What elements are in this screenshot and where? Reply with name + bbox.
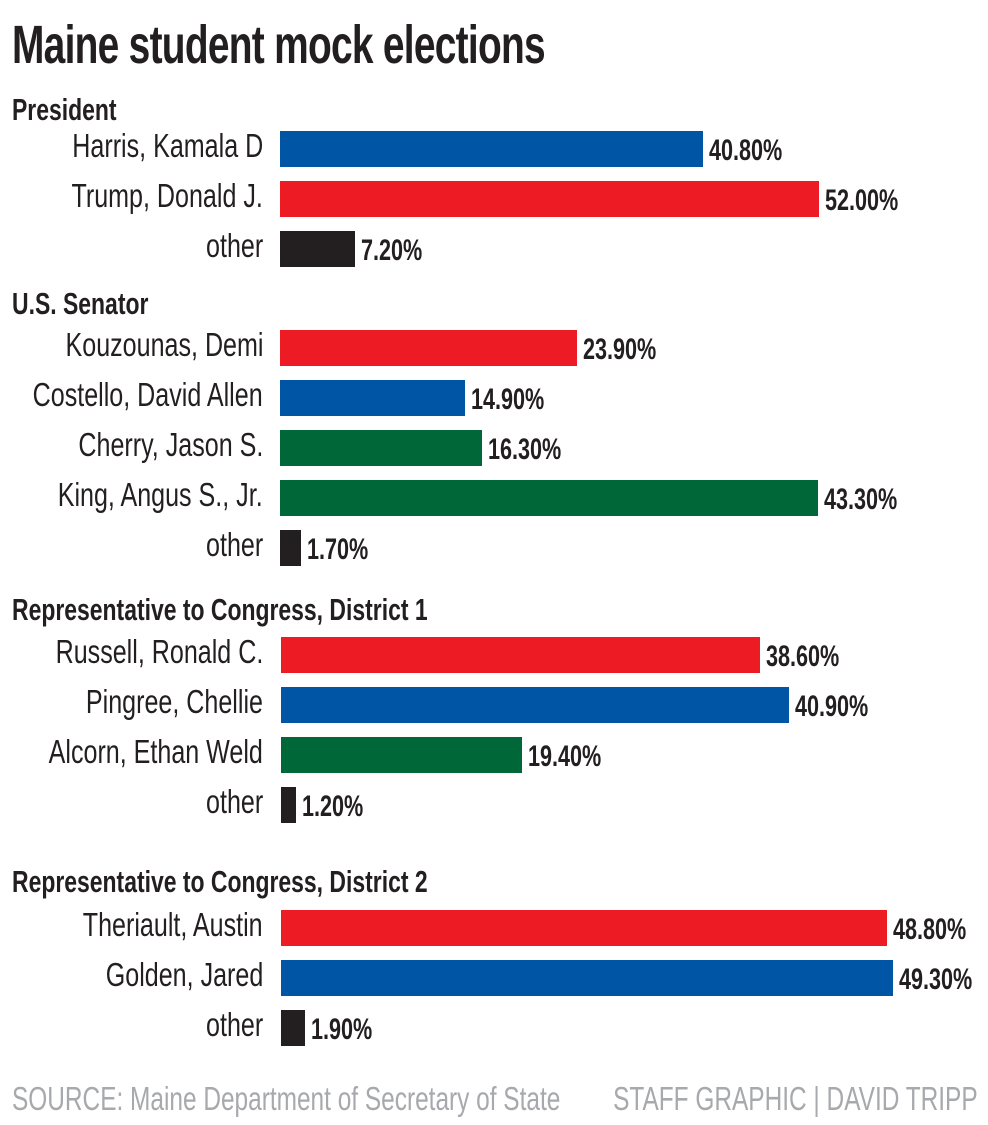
- bar-label: Theriault, Austin: [83, 906, 263, 943]
- bar: [280, 380, 466, 416]
- bar-value-label: 23.90%: [582, 333, 657, 366]
- source-note: SOURCE: Maine Department of Secretary of…: [12, 1080, 561, 1117]
- bar-value-label: 14.90%: [471, 383, 545, 416]
- bar-value-label: 16.30%: [488, 433, 562, 466]
- bar-value-label: 43.30%: [823, 483, 898, 516]
- bar: [280, 330, 577, 366]
- bar-value-label: 40.80%: [709, 134, 783, 167]
- bar-label: other: [205, 783, 263, 820]
- bar-label: Trump, Donald J.: [71, 177, 263, 214]
- bar-label: Russell, Ronald C.: [55, 633, 263, 670]
- bar-label: Harris, Kamala D: [72, 127, 263, 164]
- bar-value-label: 7.20%: [360, 234, 422, 267]
- bar: [281, 687, 789, 723]
- bar-label: King, Angus S., Jr.: [58, 476, 263, 513]
- bar-value-label: 1.70%: [307, 533, 369, 566]
- bar-value-label: 19.40%: [527, 740, 602, 773]
- group-heading: U.S. Senator: [12, 286, 149, 321]
- bar: [281, 787, 296, 823]
- bar-value-label: 40.90%: [794, 690, 869, 723]
- bar: [280, 480, 818, 516]
- bar-label: other: [205, 227, 263, 264]
- bar-value-label: 38.60%: [766, 640, 840, 673]
- bar: [281, 1010, 305, 1046]
- bar-label: Cherry, Jason S.: [78, 426, 263, 463]
- group-heading: President: [12, 92, 117, 127]
- bar-label: Pingree, Chellie: [85, 683, 263, 720]
- bar-label: Kouzounas, Demi: [65, 326, 263, 363]
- bar: [280, 131, 704, 167]
- bar-label: Alcorn, Ethan Weld: [48, 733, 263, 770]
- bar: [280, 181, 820, 217]
- bar: [280, 430, 483, 466]
- bar: [281, 737, 522, 773]
- group-heading: Representative to Congress, District 2: [12, 864, 428, 899]
- bar-value-label: 52.00%: [825, 184, 899, 217]
- bar: [281, 960, 894, 996]
- bar: [281, 910, 888, 946]
- group-heading: Representative to Congress, District 1: [12, 592, 428, 627]
- credit-note: STAFF GRAPHIC | DAVID TRIPP: [613, 1080, 978, 1117]
- bar: [281, 637, 761, 673]
- bar: [280, 530, 302, 566]
- bar-value-label: 1.90%: [310, 1013, 372, 1046]
- bar-label: Costello, David Allen: [32, 376, 263, 413]
- bar-value-label: 1.20%: [301, 790, 364, 823]
- bar-label: other: [205, 1006, 263, 1043]
- bar-label: Golden, Jared: [105, 956, 263, 993]
- bar-label: other: [205, 526, 263, 563]
- bar-value-label: 48.80%: [893, 913, 967, 946]
- chart-title: Maine student mock elections: [12, 15, 546, 75]
- bar-value-label: 49.30%: [899, 963, 973, 996]
- bar: [280, 231, 355, 267]
